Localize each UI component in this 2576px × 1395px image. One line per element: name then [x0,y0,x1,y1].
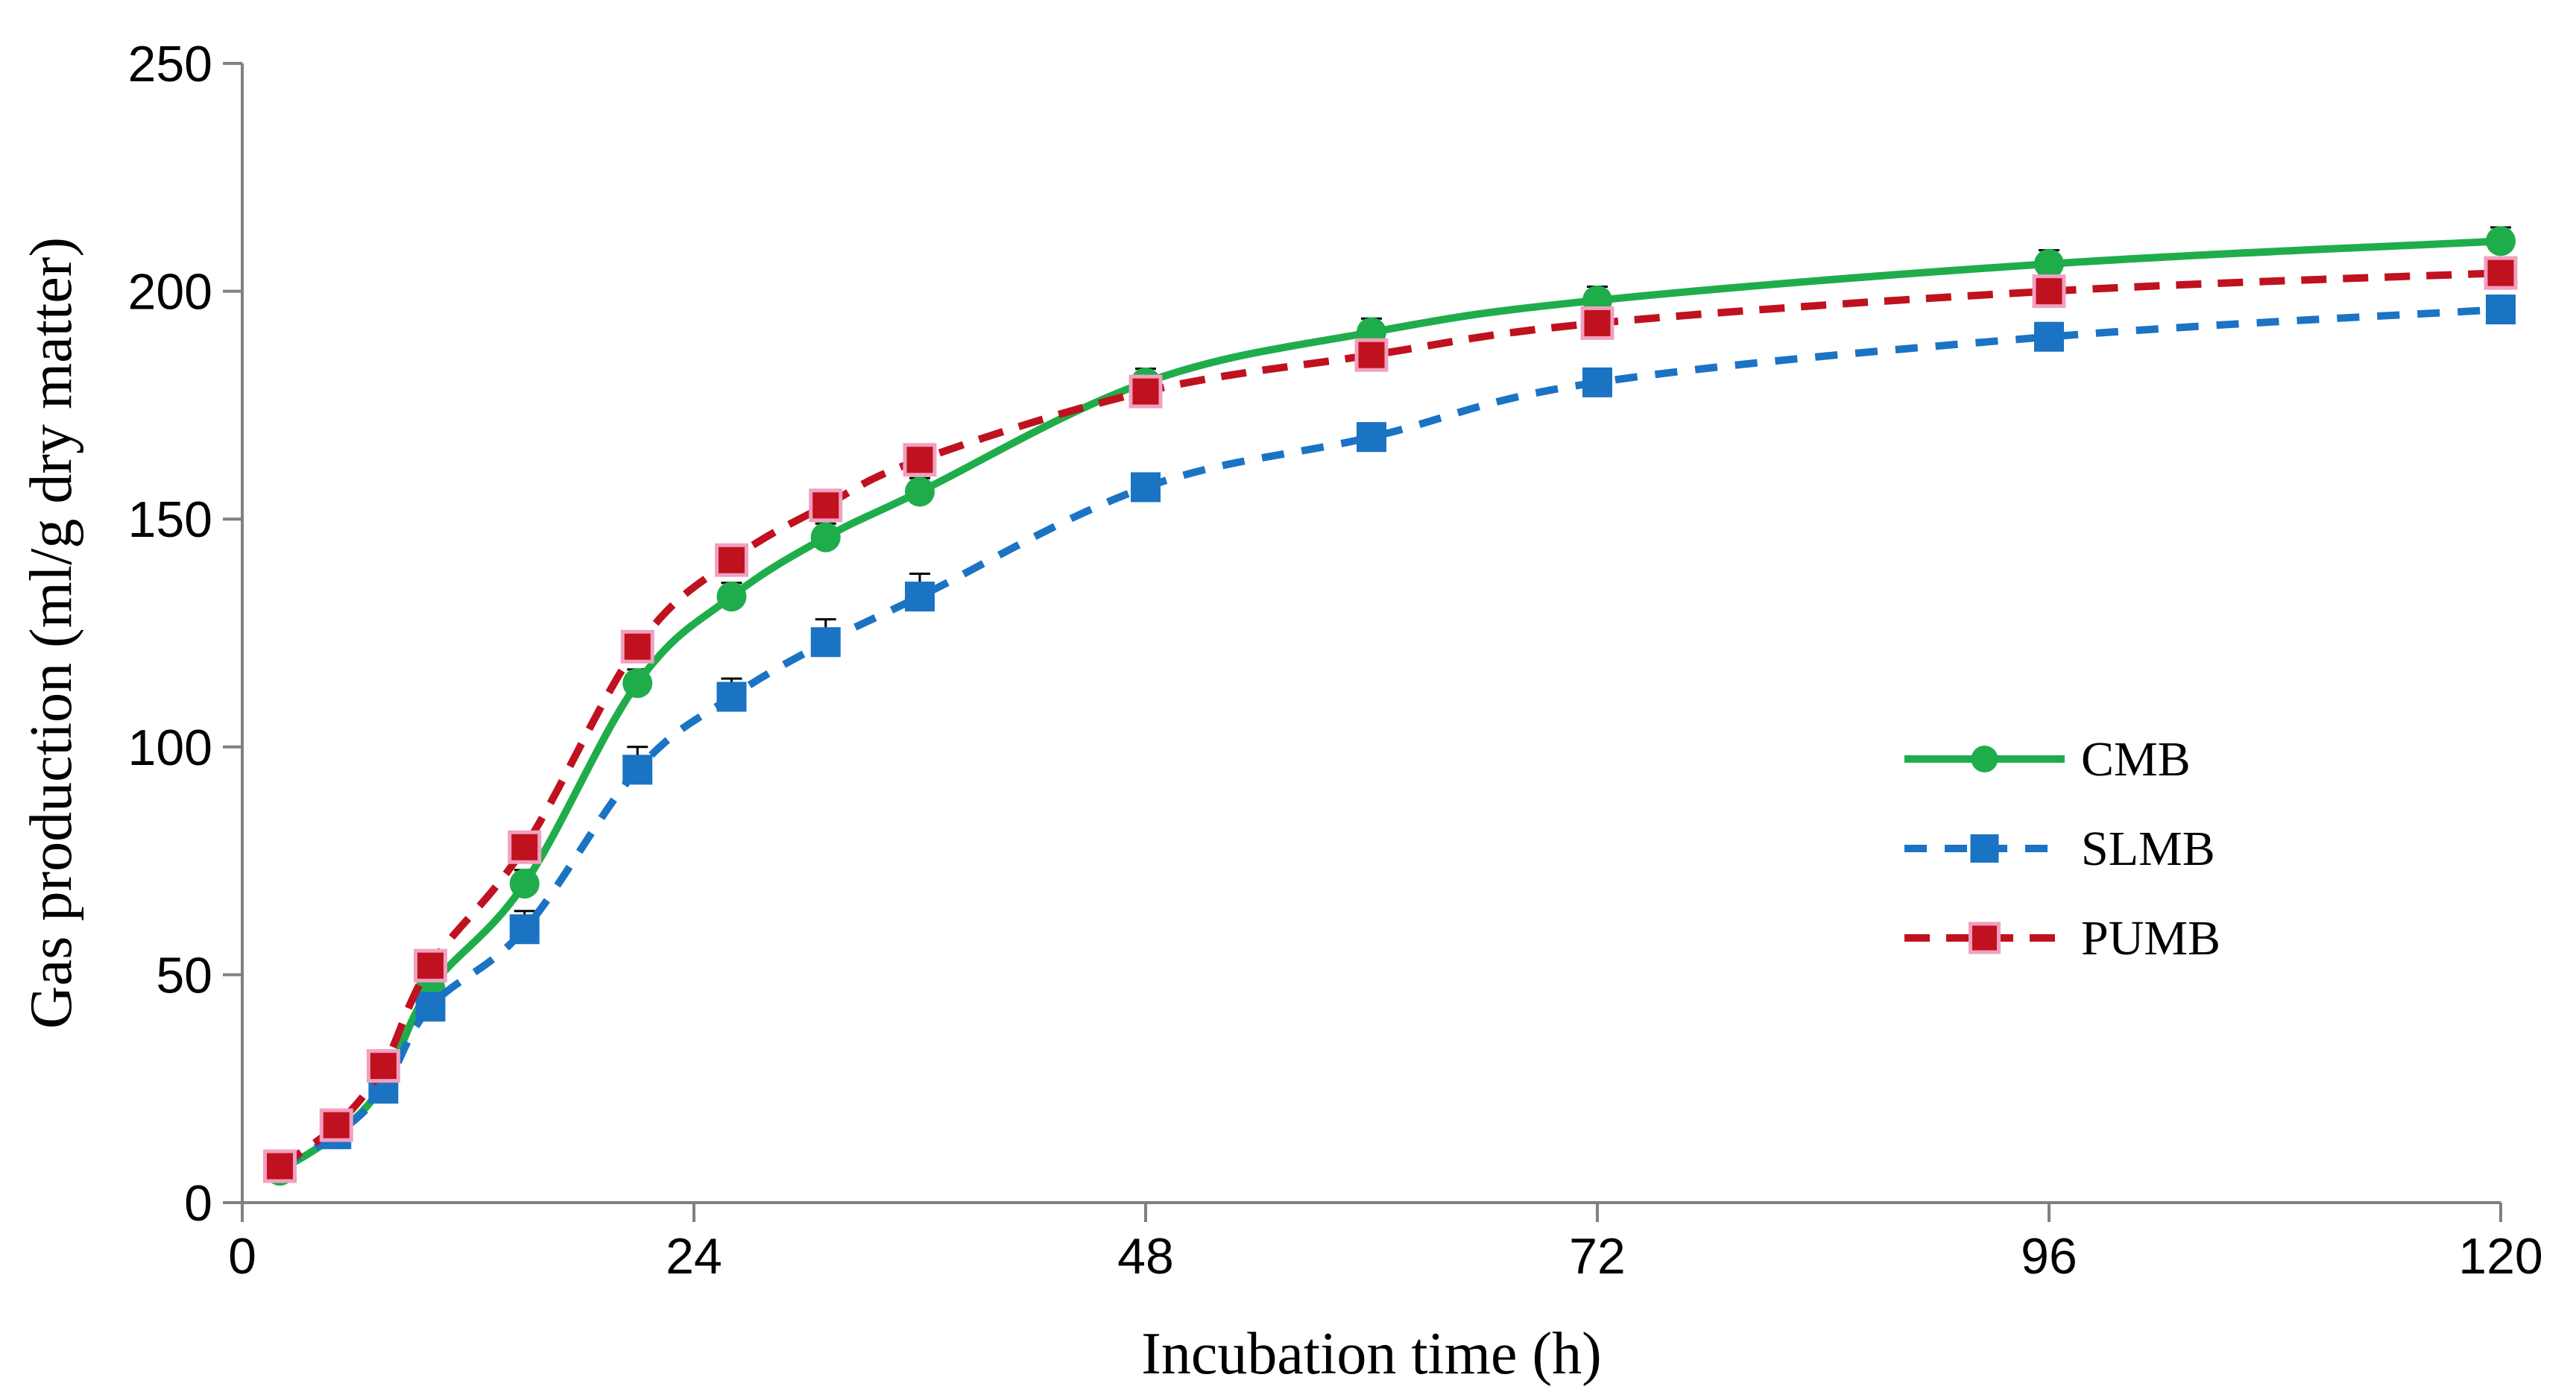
data-point-pumb [903,443,937,477]
data-point-slmb [415,992,446,1022]
data-point-pumb [2032,274,2066,309]
x-tick-label: 24 [666,1228,722,1285]
legend-item-cmb: CMB [1904,732,2191,787]
y-tick-label: 200 [128,264,212,321]
legend-item-slmb: SLMB [1904,822,2215,876]
x-tick-label: 0 [228,1228,256,1285]
ticks: 0 50 100 150 200 250 0 24 48 72 96 120 [128,36,2543,1285]
data-point-cmb [2486,226,2516,256]
series-line-cmb [277,237,2501,1174]
data-point-slmb [905,582,935,612]
data-point-pumb [809,488,843,523]
series-cmb [265,226,2516,1186]
data-point-slmb [716,681,747,712]
legend-label-pumb: PUMB [2081,911,2220,966]
legend-label-cmb: CMB [2081,732,2191,787]
legend-label-slmb: SLMB [2081,822,2215,876]
y-tick-label: 100 [128,719,212,776]
data-point-pumb [1128,374,1163,409]
data-point-slmb [2486,295,2516,325]
data-point-cmb [716,582,747,612]
data-point-pumb [620,629,654,664]
x-tick-label: 72 [1569,1228,1626,1285]
data-point-pumb [319,1108,353,1142]
x-tick-label: 96 [2021,1228,2077,1285]
y-tick-label: 150 [128,491,212,548]
legend: CMB SLMB PUMB [1904,732,2220,966]
data-point-pumb [1580,306,1614,340]
y-tick-label: 250 [128,36,212,92]
x-tick-label: 120 [2458,1228,2542,1285]
data-point-cmb [905,476,935,507]
legend-marker-slmb [1970,834,1999,863]
data-point-pumb [715,543,748,577]
data-point-slmb [622,755,653,785]
data-point-cmb [622,668,653,699]
legend-marker-pumb [1969,922,2001,954]
data-point-pumb [414,948,447,983]
legend-item-pumb: PUMB [1904,911,2220,966]
legend-marker-cmb [1971,746,1998,772]
y-axis-title: Gas production (ml/g dry matter) [19,237,84,1029]
series-pumb [263,256,2518,1183]
data-point-pumb [366,1049,400,1083]
data-point-pumb [508,830,542,864]
data-point-slmb [1582,367,1612,397]
data-point-cmb [509,869,540,899]
x-tick-label: 48 [1117,1228,1174,1285]
y-tick-label: 50 [156,947,212,1004]
data-point-slmb [810,627,841,658]
data-point-pumb [263,1149,297,1183]
data-point-slmb [2034,321,2064,352]
x-axis-title: Incubation time (h) [1141,1321,1602,1387]
data-point-pumb [1354,338,1389,372]
series [263,226,2518,1186]
data-point-slmb [1131,472,1161,503]
data-point-slmb [509,914,540,945]
data-point-slmb [1357,422,1386,453]
y-tick-label: 0 [184,1175,212,1232]
data-point-pumb [2484,256,2518,290]
data-point-cmb [2034,248,2064,279]
axes [241,63,2501,1204]
data-point-cmb [810,522,841,552]
